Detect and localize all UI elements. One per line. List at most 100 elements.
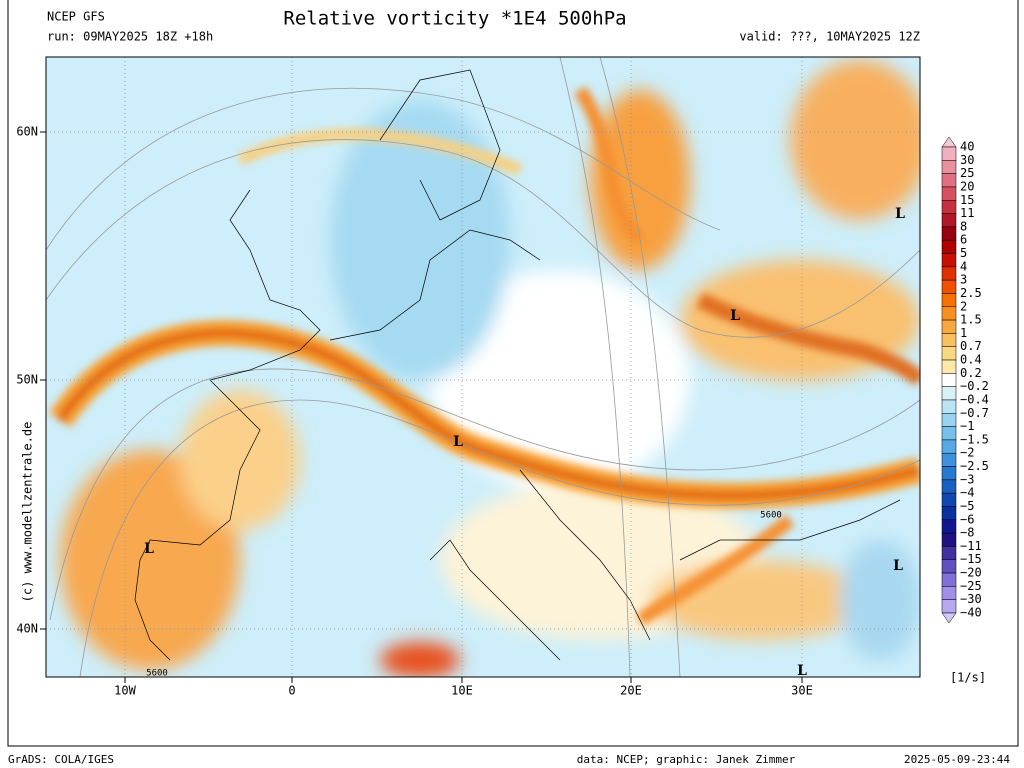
colorbar-swatch — [941, 506, 957, 521]
units-label: [1/s] — [950, 671, 986, 685]
lon-label: 0 — [288, 684, 295, 698]
colorbar-label: −3 — [960, 472, 974, 486]
colorbar-label: 5 — [960, 246, 967, 260]
lat-label: 60N — [16, 125, 38, 139]
colorbar-label: −0.2 — [960, 379, 989, 393]
colorbar-label: 15 — [960, 193, 974, 207]
colorbar-label: −2 — [960, 446, 974, 460]
colorbar-label: 6 — [960, 233, 967, 247]
colorbar-label: 11 — [960, 206, 974, 220]
colorbar-swatch — [941, 519, 957, 534]
colorbar-swatch — [941, 239, 957, 254]
colorbar-swatch — [941, 426, 957, 441]
colorbar-label: −2.5 — [960, 459, 989, 473]
footer-center: data: NCEP; graphic: Janek Zimmer — [577, 753, 796, 766]
colorbar-swatch — [941, 160, 957, 174]
contour-label: 5600 — [760, 511, 782, 521]
vorticity-field — [46, 57, 920, 677]
colorbar-cap — [941, 136, 957, 148]
colorbar-swatch — [941, 213, 957, 228]
colorbar-swatch — [941, 333, 957, 347]
lat-label: 40N — [16, 622, 38, 636]
colorbar-swatch — [941, 399, 957, 414]
frame — [7, 0, 1019, 747]
colorbar-label: −40 — [960, 606, 982, 620]
colorbar-swatch — [941, 266, 957, 281]
colorbar-label: 2 — [960, 299, 967, 313]
colorbar-swatch — [941, 599, 957, 614]
colorbar-swatch — [941, 359, 957, 374]
colorbar-swatch — [941, 279, 957, 294]
copyright: (c) www.modellzentrale.de — [21, 422, 35, 603]
colorbar-label: 40 — [960, 140, 974, 154]
colorbar-label: 2.5 — [960, 286, 982, 300]
colorbar-swatch — [941, 559, 957, 574]
colorbar-label: −30 — [960, 592, 982, 606]
low-pressure-marker: L — [730, 308, 740, 324]
colorbar-swatch — [941, 319, 957, 334]
colorbar-label: −6 — [960, 512, 974, 526]
colorbar-swatch — [941, 200, 957, 214]
colorbar-swatch — [941, 386, 957, 401]
colorbar-label: 30 — [960, 153, 974, 167]
colorbar-label: 4 — [960, 259, 967, 273]
low-pressure-marker: L — [797, 663, 807, 679]
contour-label: 5600 — [146, 669, 168, 679]
colorbar-label: −1 — [960, 419, 974, 433]
low-pressure-marker: L — [144, 541, 154, 557]
lon-label: 20E — [620, 684, 642, 698]
map-border — [45, 56, 921, 678]
colorbar-swatch — [941, 492, 957, 507]
colorbar-label: 1.5 — [960, 313, 982, 327]
footer-left: GrADS: COLA/IGES — [8, 753, 114, 766]
low-pressure-marker: L — [453, 434, 463, 450]
colorbar-swatch — [941, 546, 957, 560]
valid-label: valid: ???, 10MAY2025 12Z — [739, 30, 920, 44]
colorbar-swatch — [941, 466, 957, 481]
coastlines — [134, 69, 901, 661]
colorbar-swatch — [941, 532, 957, 547]
colorbar-swatch — [941, 346, 957, 361]
colorbar-label: −11 — [960, 539, 982, 553]
colorbar-label: 0.4 — [960, 353, 982, 367]
colorbar-label: 20 — [960, 179, 974, 193]
colorbar-label: −8 — [960, 526, 974, 540]
colorbar-label: 3 — [960, 273, 967, 287]
colorbar-swatch — [941, 586, 957, 600]
low-pressure-marker: L — [895, 206, 905, 222]
colorbar-swatch — [941, 146, 957, 161]
colorbar-label: −1.5 — [960, 432, 989, 446]
footer-right: 2025-05-09-23:44 — [904, 753, 1010, 766]
colorbar-swatch — [941, 306, 957, 321]
colorbar-label: −0.4 — [960, 392, 989, 406]
lat-label: 50N — [16, 373, 38, 387]
map-title: Relative vorticity *1E4 500hPa — [283, 8, 626, 30]
colorbar-label: −4 — [960, 486, 974, 500]
colorbar-label: −25 — [960, 579, 982, 593]
colorbar-swatch — [941, 452, 957, 467]
lon-label: 10W — [114, 684, 136, 698]
lon-label: 10E — [451, 684, 473, 698]
colorbar-label: 8 — [960, 219, 967, 233]
colorbar-label: 0.2 — [960, 366, 982, 380]
colorbar-swatch — [941, 413, 957, 427]
colorbar-label: 1 — [960, 326, 967, 340]
colorbar-swatch — [941, 479, 957, 494]
run-label: run: 09MAY2025 18Z +18h — [47, 30, 213, 44]
lon-label: 30E — [791, 684, 813, 698]
low-pressure-marker: L — [893, 558, 903, 574]
colorbar-swatch — [941, 373, 957, 387]
colorbar-label: 25 — [960, 166, 974, 180]
colorbar-swatch — [941, 439, 957, 454]
colorbar-label: −15 — [960, 552, 982, 566]
colorbar-swatch — [941, 253, 957, 268]
colorbar-swatch — [941, 572, 957, 587]
colorbar-swatch — [941, 173, 957, 188]
colorbar-cap — [941, 612, 957, 624]
colorbar-swatch — [941, 186, 957, 201]
colorbar-label: −20 — [960, 566, 982, 580]
colorbar-swatch — [941, 293, 957, 308]
colorbar-label: −5 — [960, 499, 974, 513]
